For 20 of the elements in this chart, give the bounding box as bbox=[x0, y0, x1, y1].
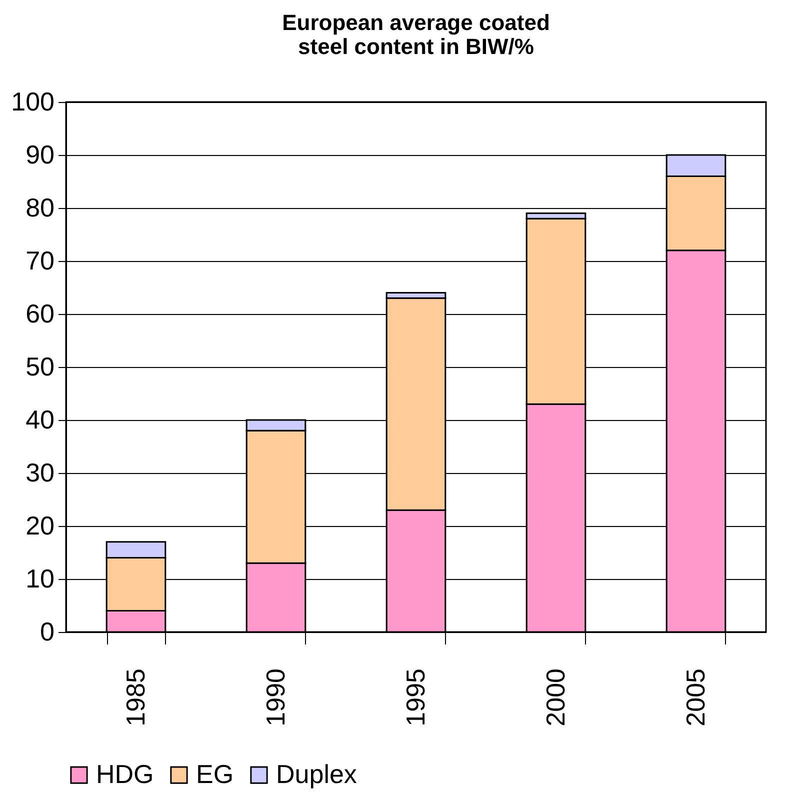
y-tick-label: 90 bbox=[26, 140, 54, 170]
y-tick-label: 20 bbox=[26, 510, 54, 540]
y-tick-label: 100 bbox=[11, 86, 54, 116]
chart-title: European average coated steel content in BIW/% bbox=[282, 10, 550, 59]
y-tick-label: 0 bbox=[40, 616, 54, 646]
legend-label: EG bbox=[196, 759, 234, 789]
y-tick-label: 70 bbox=[26, 246, 54, 276]
legend-label: HDG bbox=[96, 759, 154, 789]
legend-label: Duplex bbox=[276, 759, 357, 789]
x-tick-label: 2000 bbox=[540, 668, 570, 726]
y-tick-label: 60 bbox=[26, 298, 54, 328]
y-tick-label: 80 bbox=[26, 192, 54, 222]
y-tick-label: 50 bbox=[26, 352, 54, 382]
x-tick-label: 2005 bbox=[680, 668, 710, 726]
y-tick-label: 30 bbox=[26, 458, 54, 488]
y-tick-label: 10 bbox=[26, 564, 54, 594]
x-tick-label: 1995 bbox=[400, 668, 430, 726]
x-tick-label: 1990 bbox=[260, 668, 290, 726]
y-tick-label: 40 bbox=[26, 404, 54, 434]
x-tick-label: 1985 bbox=[120, 668, 150, 726]
